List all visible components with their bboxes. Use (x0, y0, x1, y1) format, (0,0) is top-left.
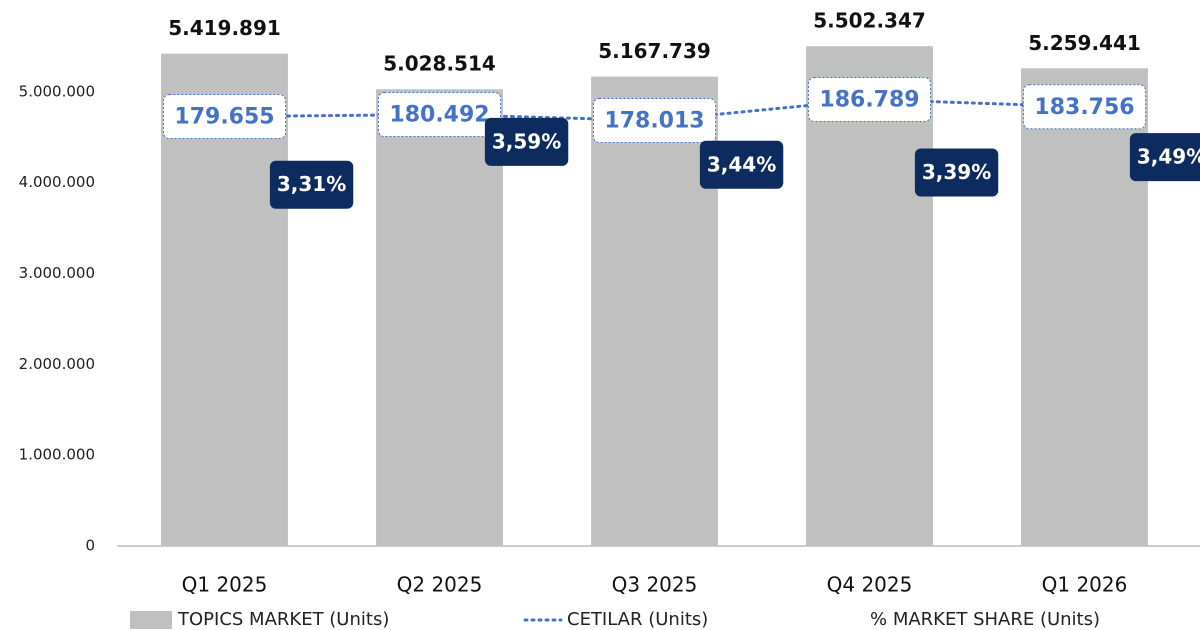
label-box (592, 97, 717, 143)
y-tick-label: 3.000.000 (19, 264, 95, 282)
line-value-text: 183.756 (1034, 95, 1134, 120)
y-tick-label: 0 (85, 537, 95, 555)
share-label: 3,31% (269, 160, 354, 209)
x-tick-label: Q2 2025 (397, 573, 483, 597)
share-label: 3,59% (484, 117, 569, 166)
share-box (484, 117, 569, 166)
bar (591, 76, 718, 546)
y-tick-label: 5.000.000 (19, 82, 95, 100)
share-text: 3,59% (492, 129, 561, 153)
share-box (1129, 133, 1200, 182)
legend-label: TOPICS MARKET (Units) (177, 609, 389, 630)
bar (376, 89, 503, 546)
line-value-label: 179.655 (162, 94, 287, 140)
share-box (699, 140, 784, 189)
label-box (807, 77, 932, 123)
legend-label: CETILAR (Units) (567, 609, 708, 630)
bar-value-label: 5.419.891 (168, 16, 281, 40)
label-box (377, 92, 502, 138)
bar (1021, 68, 1148, 546)
line-value-label: 178.013 (592, 97, 717, 143)
x-tick-label: Q3 2025 (612, 573, 698, 597)
y-tick-label: 4.000.000 (19, 173, 95, 191)
share-text: 3,44% (707, 152, 776, 176)
legend-swatch (130, 611, 172, 629)
share-box (914, 148, 999, 197)
y-tick-label: 2.000.000 (19, 355, 95, 373)
share-label: 3,39% (914, 148, 999, 197)
line-value-label: 183.756 (1022, 84, 1147, 130)
line-value-text: 180.492 (389, 103, 489, 128)
share-box (269, 160, 354, 209)
share-text: 3,39% (922, 160, 991, 184)
label-box (1022, 84, 1147, 130)
bar-value-label: 5.259.441 (1028, 31, 1141, 55)
line-value-label: 180.492 (377, 92, 502, 138)
y-tick-label: 1.000.000 (19, 446, 95, 464)
line-value-text: 186.789 (819, 88, 919, 113)
label-box (162, 94, 287, 140)
line-value-text: 178.013 (604, 108, 704, 133)
line-value-text: 179.655 (174, 105, 274, 130)
share-text: 3,31% (277, 172, 346, 196)
bar-value-label: 5.028.514 (383, 52, 496, 76)
share-text: 3,49% (1137, 145, 1200, 169)
legend-label: % MARKET SHARE (Units) (870, 609, 1100, 630)
x-tick-label: Q1 2025 (182, 573, 268, 597)
x-tick-label: Q4 2025 (827, 573, 913, 597)
bar-value-label: 5.502.347 (813, 9, 926, 33)
share-label: 3,49% (1129, 133, 1200, 182)
x-tick-label: Q1 2026 (1042, 573, 1128, 597)
bar (806, 46, 933, 546)
bar-value-label: 5.167.739 (598, 39, 711, 63)
line-value-label: 186.789 (807, 77, 932, 123)
share-label: 3,44% (699, 140, 784, 189)
